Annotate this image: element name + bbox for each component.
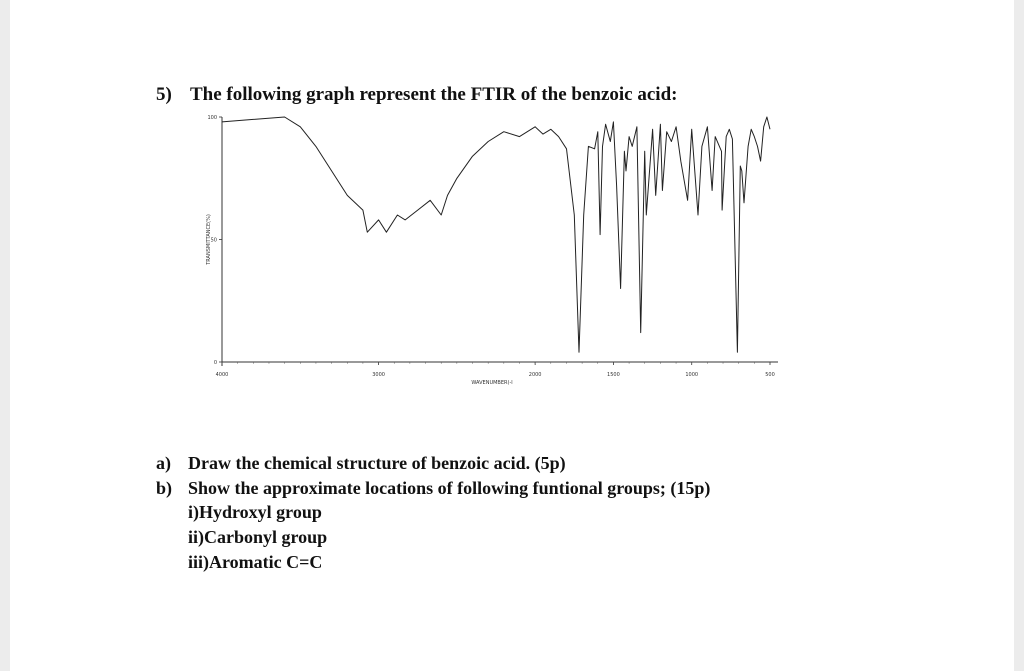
question-number: 5): [156, 84, 172, 105]
item-carbonyl: ii)Carbonyl group: [188, 527, 328, 547]
x-tick-label: 3000: [372, 372, 385, 378]
y-tick-label: 0: [214, 360, 217, 366]
part-a-label: a): [156, 453, 171, 473]
chart-ticks: 4000 3000 2000 1500 1000 500100500WAVENUMBER(…: [206, 115, 775, 386]
x-tick-label: 1500: [607, 372, 620, 378]
y-tick-label: 50: [211, 238, 217, 244]
x-axis-title: WAVENUMBER(-l: [471, 380, 512, 386]
spectrum-line-0: [221, 116, 771, 353]
ftir-spectrum-chart: 4000 3000 2000 1500 1000 500100500WAVENUMBER(…: [206, 115, 778, 386]
chart-plot-area: [221, 116, 771, 353]
y-tick-label: 100: [207, 115, 217, 121]
x-tick-label: 500: [765, 372, 775, 378]
worksheet-page: 5) The following graph represent the FTI…: [10, 0, 1014, 671]
x-tick-label: 1000: [685, 372, 698, 378]
x-tick-label: 2000: [529, 372, 542, 378]
y-axis-title: TRANSMITTANCE(%): [206, 214, 212, 266]
part-b-label: b): [156, 478, 173, 498]
question-text: The following graph represent the FTIR o…: [190, 84, 678, 105]
part-b-text: Show the approximate locations of follow…: [188, 478, 711, 498]
item-hydroxyl: i)Hydroxyl group: [188, 502, 322, 522]
item-aromatic: iii)Aromatic C=C: [188, 552, 323, 572]
chart-axes: [221, 117, 778, 366]
part-a-text: Draw the chemical structure of benzoic a…: [188, 453, 566, 473]
x-tick-label: 4000: [216, 372, 229, 378]
